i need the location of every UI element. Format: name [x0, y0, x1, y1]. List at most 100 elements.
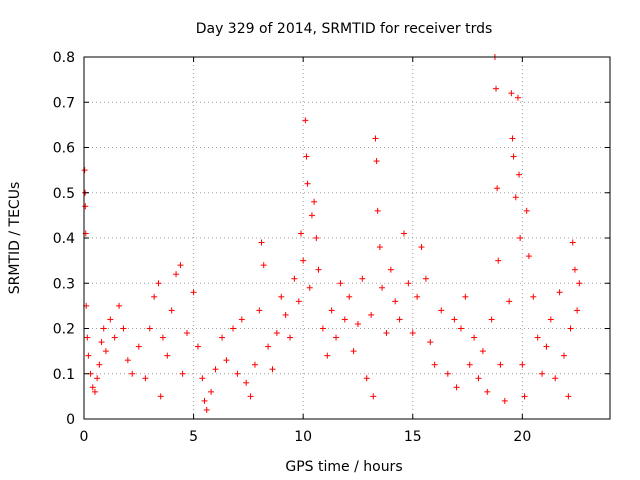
data-point — [376, 244, 383, 251]
data-point — [208, 388, 215, 395]
data-point — [247, 393, 254, 400]
data-point — [457, 325, 464, 332]
data-point — [539, 370, 546, 377]
data-point — [238, 316, 245, 323]
data-point — [116, 302, 123, 309]
data-point — [98, 339, 105, 346]
grid-lines — [84, 57, 610, 419]
y-tick-label: 0.7 — [53, 95, 75, 111]
data-point — [142, 375, 149, 382]
x-tick-label: 5 — [189, 429, 198, 445]
data-point — [179, 370, 186, 377]
data-point — [350, 348, 357, 355]
data-point — [565, 393, 572, 400]
data-point — [501, 397, 508, 404]
data-point — [190, 289, 197, 296]
data-point — [451, 316, 458, 323]
y-tick-label: 0.2 — [53, 322, 75, 338]
data-point — [514, 94, 521, 101]
y-tick-label: 0.4 — [53, 231, 75, 247]
data-point — [506, 298, 513, 305]
data-point — [168, 307, 175, 314]
y-tick-label: 0 — [66, 412, 75, 428]
x-tick-label: 15 — [404, 429, 422, 445]
data-point — [431, 361, 438, 368]
data-point — [525, 253, 532, 260]
data-point — [368, 311, 375, 318]
data-point — [569, 239, 576, 246]
data-point — [223, 357, 230, 364]
data-point — [509, 135, 516, 142]
data-point — [354, 320, 361, 327]
data-point — [107, 316, 114, 323]
data-point — [571, 266, 578, 273]
data-point — [337, 280, 344, 287]
data-point — [494, 185, 501, 192]
data-point — [418, 244, 425, 251]
data-point — [234, 370, 241, 377]
data-point — [306, 284, 313, 291]
data-point — [383, 330, 390, 337]
data-point — [295, 298, 302, 305]
data-point — [422, 275, 429, 282]
x-tick-label: 10 — [294, 429, 312, 445]
data-point — [164, 352, 171, 359]
x-tick-label: 0 — [80, 429, 89, 445]
data-point — [359, 275, 366, 282]
data-point — [521, 393, 528, 400]
data-point — [328, 307, 335, 314]
data-point — [400, 230, 407, 237]
data-point — [484, 388, 491, 395]
data-point — [462, 293, 469, 300]
data-point — [534, 334, 541, 341]
data-point — [251, 361, 258, 368]
y-tick-label: 0.1 — [53, 367, 75, 383]
data-point — [512, 194, 519, 201]
data-point — [96, 361, 103, 368]
y-tick-label: 0.6 — [53, 141, 75, 157]
data-point — [260, 262, 267, 269]
y-axis-label: SRMTID / TECUs — [7, 182, 23, 295]
data-point — [256, 307, 263, 314]
data-point — [177, 262, 184, 269]
x-tick-label: 20 — [513, 429, 531, 445]
data-point — [81, 167, 88, 174]
data-point — [324, 352, 331, 359]
data-point — [155, 280, 162, 287]
data-point — [258, 239, 265, 246]
data-point — [374, 207, 381, 214]
data-point — [341, 316, 348, 323]
y-tick-label: 0.8 — [53, 50, 75, 66]
data-point — [333, 334, 340, 341]
data-point — [91, 388, 98, 395]
data-point — [493, 85, 500, 92]
data-point — [265, 343, 272, 350]
data-point — [243, 379, 250, 386]
data-point — [488, 316, 495, 323]
data-point — [146, 325, 153, 332]
data-point — [151, 293, 158, 300]
data-point — [427, 339, 434, 346]
data-point — [273, 330, 280, 337]
data-point — [287, 334, 294, 341]
data-point — [409, 330, 416, 337]
data-point — [372, 135, 379, 142]
data-point — [556, 289, 563, 296]
x-axis-label: GPS time / hours — [285, 459, 402, 475]
data-point — [438, 307, 445, 314]
data-point — [574, 307, 581, 314]
data-point — [319, 325, 326, 332]
data-point — [379, 284, 386, 291]
data-point — [370, 393, 377, 400]
data-point — [453, 384, 460, 391]
data-point — [475, 375, 482, 382]
data-point — [414, 293, 421, 300]
data-point — [508, 90, 515, 97]
data-point — [576, 280, 583, 287]
chart-title: Day 329 of 2014, SRMTID for receiver trd… — [196, 21, 493, 37]
data-point — [230, 325, 237, 332]
data-point — [313, 235, 320, 241]
data-point — [523, 207, 530, 214]
data-points — [81, 54, 583, 413]
